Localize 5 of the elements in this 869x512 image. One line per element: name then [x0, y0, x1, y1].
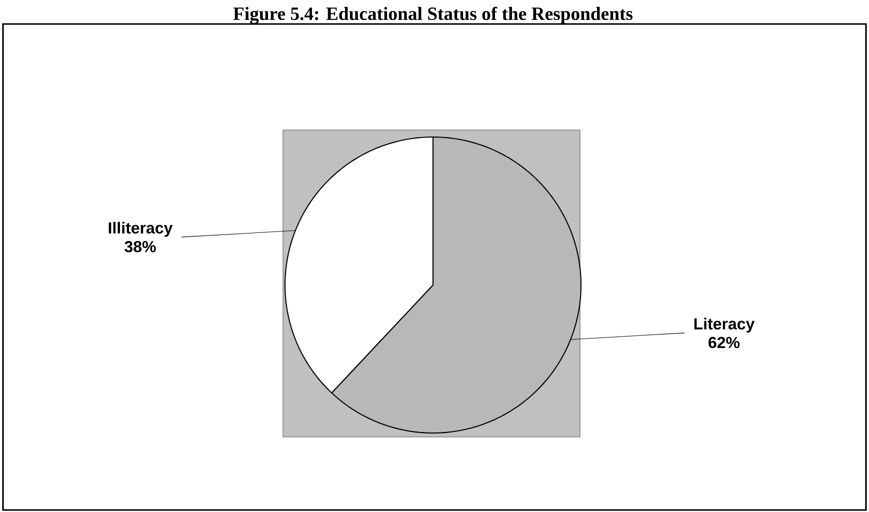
data-label: 62% — [708, 336, 740, 348]
slice-label: Literacy — [694, 318, 755, 333]
slice-label: Illiteracy — [108, 222, 173, 237]
chart-title: Figure 5.4: Educational Status of the Respondents — [233, 6, 633, 24]
data-label: 38% — [124, 240, 156, 252]
